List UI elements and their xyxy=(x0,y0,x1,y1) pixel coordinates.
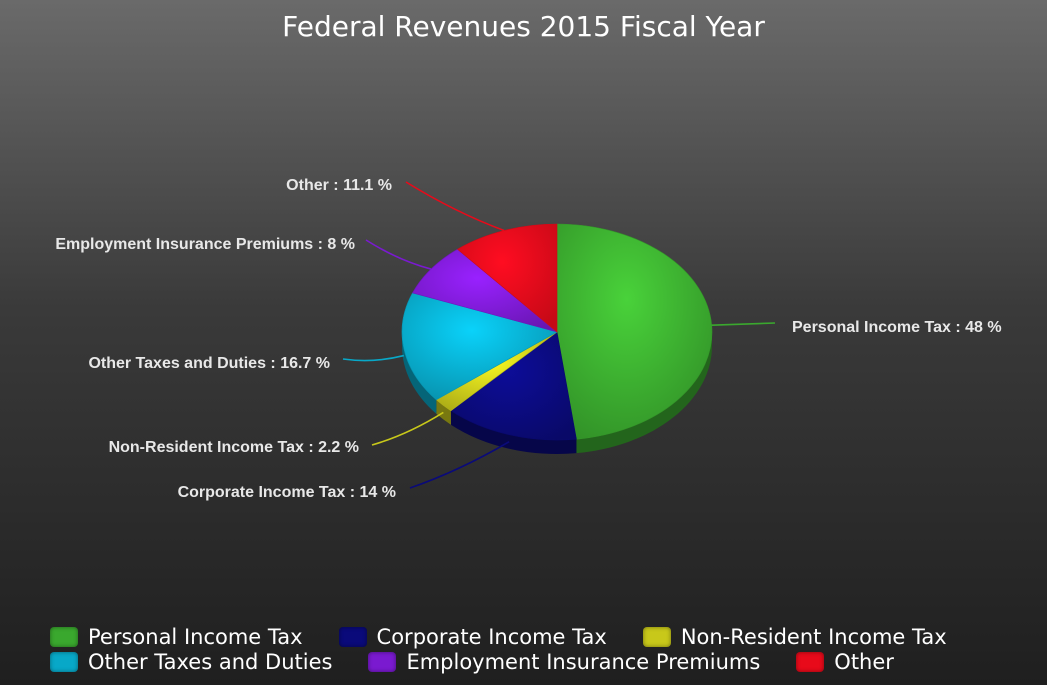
chart-title: Federal Revenues 2015 Fiscal Year xyxy=(282,10,765,43)
legend-item-other[interactable]: Other xyxy=(796,650,894,674)
legend-label: Non-Resident Income Tax xyxy=(680,624,947,649)
leader-line-4 xyxy=(365,239,432,270)
legend-swatch xyxy=(50,651,78,672)
legend-swatch xyxy=(368,651,397,672)
chart-legend: Personal Income Tax Corporate Income Tax… xyxy=(50,624,1040,674)
leader-line-5 xyxy=(405,181,505,232)
legend-swatch xyxy=(796,651,825,672)
slice-label-personal-income-tax: Personal Income Tax : 48 % xyxy=(792,319,1002,336)
legend-label: Corporate Income Tax xyxy=(376,624,607,649)
legend-label: Other xyxy=(834,649,894,674)
leader-line-0 xyxy=(711,322,776,327)
legend-swatch xyxy=(642,626,671,647)
leader-line-3 xyxy=(342,354,405,362)
pie-side-1 xyxy=(450,410,577,454)
pie-side-3 xyxy=(402,332,437,414)
slice-label-corporate-income-tax: Corporate Income Tax : 14 % xyxy=(178,484,396,501)
legend-row-1: Personal Income Tax Corporate Income Tax… xyxy=(50,624,1040,649)
slice-label-other-taxes-and-duties: Other Taxes and Duties : 16.7 % xyxy=(88,355,330,372)
legend-label: Employment Insurance Premiums xyxy=(406,649,761,674)
leader-line-1 xyxy=(409,441,510,489)
slice-label-non-resident-income-tax: Non-Resident Income Tax : 2.2 % xyxy=(109,439,359,456)
pie-side-2 xyxy=(436,399,451,425)
legend-item-other-taxes-and-duties[interactable]: Other Taxes and Duties xyxy=(50,650,332,674)
pie-chart: Personal Income Tax : 48 % Corporate Inco… xyxy=(55,177,1002,501)
legend-item-non-resident-income-tax[interactable]: Non-Resident Income Tax xyxy=(642,624,947,649)
leader-line-2 xyxy=(371,411,444,446)
legend-swatch xyxy=(338,626,367,647)
pie-slice-other[interactable] xyxy=(456,223,558,333)
legend-item-personal-income-tax[interactable]: Personal Income Tax xyxy=(50,625,303,649)
legend-label: Personal Income Tax xyxy=(88,624,303,649)
legend-row-2: Other Taxes and Duties Employment Insura… xyxy=(50,649,1040,674)
slice-label-employment-insurance-premiums: Employment Insurance Premiums : 8 % xyxy=(55,236,355,253)
slice-label-other: Other : 11.1 % xyxy=(286,177,392,194)
pie-slice-other-taxes-and-duties[interactable] xyxy=(401,292,558,401)
pie-slice-personal-income-tax[interactable] xyxy=(556,223,713,440)
pie-slice-corporate-income-tax[interactable] xyxy=(450,331,577,441)
legend-swatch xyxy=(50,626,78,647)
legend-item-corporate-income-tax[interactable]: Corporate Income Tax xyxy=(338,624,607,649)
legend-item-employment-insurance-premiums[interactable]: Employment Insurance Premiums xyxy=(368,650,760,674)
legend-label: Other Taxes and Duties xyxy=(88,649,333,674)
pie-side-0 xyxy=(576,332,712,454)
